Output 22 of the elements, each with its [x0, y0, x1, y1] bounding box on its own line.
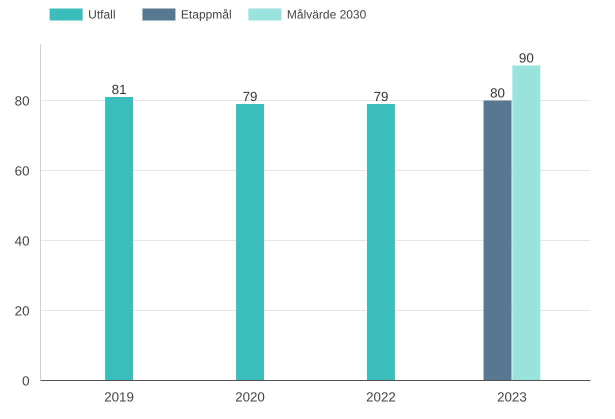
legend-label: Målvärde 2030	[286, 8, 367, 22]
bar	[484, 100, 512, 380]
data-label: 79	[242, 89, 258, 104]
bar	[512, 66, 540, 380]
bar	[367, 104, 395, 380]
bar	[236, 104, 264, 380]
bar	[105, 97, 134, 380]
x-tick-label: 2022	[366, 390, 396, 404]
y-tick-label: 40	[14, 234, 30, 248]
y-tick-label: 20	[14, 304, 30, 318]
data-label: 79	[374, 89, 388, 104]
data-label: 90	[518, 50, 534, 66]
data-label: 80	[490, 86, 505, 100]
y-tick-label: 60	[14, 164, 30, 178]
legend-label: Etappmål	[180, 8, 232, 22]
x-tick-label: 2023	[497, 390, 527, 404]
data-label: 81	[112, 82, 126, 97]
x-tick-label: 2019	[104, 390, 134, 404]
y-tick-label: 80	[14, 94, 30, 108]
legend-label: Utfall	[88, 8, 116, 22]
y-tick-label: 0	[22, 374, 30, 388]
x-tick-label: 2020	[235, 390, 265, 404]
